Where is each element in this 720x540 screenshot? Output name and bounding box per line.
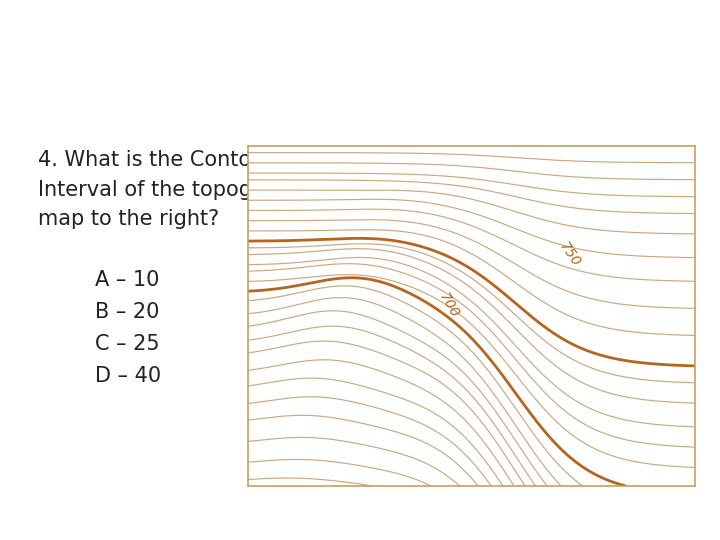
Text: B – 20: B – 20 [95,302,159,322]
Text: D – 40: D – 40 [95,366,161,386]
Text: 750: 750 [557,240,583,269]
Text: 700: 700 [436,291,462,321]
Text: 4. What is the Contour
Interval of the topographic
map to the right?: 4. What is the Contour Interval of the t… [38,150,317,229]
Text: A – 10: A – 10 [95,270,159,290]
Text: C – 25: C – 25 [95,334,160,354]
